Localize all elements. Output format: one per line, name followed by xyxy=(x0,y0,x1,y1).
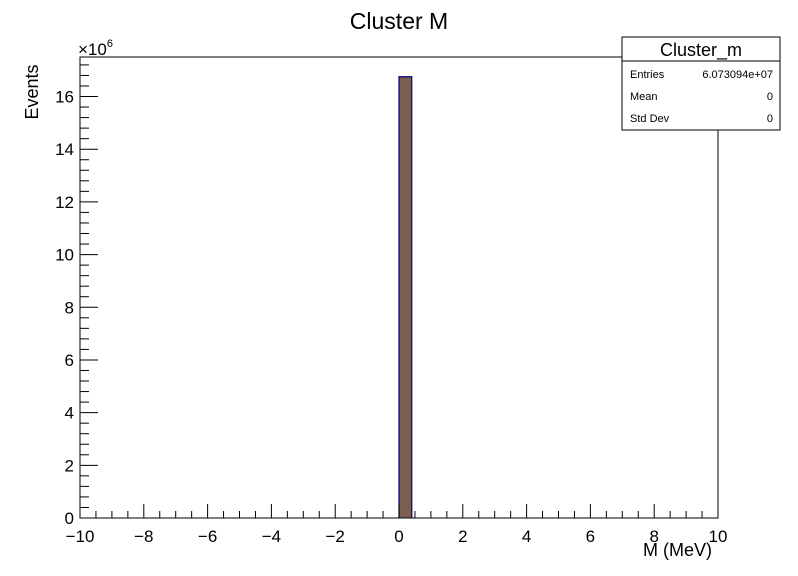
x-tick-label: −6 xyxy=(198,527,217,546)
y-tick-label: 0 xyxy=(65,509,74,528)
stats-box-title: Cluster_m xyxy=(660,40,742,61)
y-tick-label: 12 xyxy=(55,193,74,212)
x-tick-label: −10 xyxy=(66,527,95,546)
stats-stddev-value: 0 xyxy=(767,113,773,125)
chart-title: Cluster M xyxy=(350,8,448,34)
y-tick-label: 2 xyxy=(65,456,74,475)
stats-entries-label: Entries xyxy=(630,69,665,81)
x-tick-label: 0 xyxy=(394,527,403,546)
y-tick-label: 8 xyxy=(65,298,74,317)
y-tick-label: 16 xyxy=(55,88,74,107)
y-axis-label: Events xyxy=(22,64,42,119)
histogram-bar-outline xyxy=(398,76,413,518)
x-tick-label: −4 xyxy=(262,527,281,546)
x-tick-label: −8 xyxy=(134,527,153,546)
x-tick-label: 10 xyxy=(709,527,728,546)
y-tick-label: 6 xyxy=(65,351,74,370)
stats-mean-value: 0 xyxy=(767,91,773,103)
x-tick-label: −2 xyxy=(326,527,345,546)
stats-entries-value: 6.073094e+07 xyxy=(702,69,773,81)
plot-area: −10 −8 −6 −4 −2 0 2 4 6 8 10 0 2 4 6 8 10 12 14 16 xyxy=(55,56,728,546)
y-tick-label: 10 xyxy=(55,246,74,265)
stats-mean-label: Mean xyxy=(630,91,658,103)
x-tick-label: 4 xyxy=(522,527,531,546)
x-tick-label: 2 xyxy=(458,527,467,546)
x-tick-label: 8 xyxy=(649,527,658,546)
stats-stddev-label: Std Dev xyxy=(630,113,670,125)
stats-box-frame xyxy=(621,36,781,131)
y-multiplier-exponent: 6 xyxy=(107,38,113,50)
histogram-bar xyxy=(399,76,412,518)
y-multiplier: ×106 xyxy=(78,38,113,59)
stats-box: Cluster_m Entries 6.073094e+07 Mean 0 St… xyxy=(621,36,781,131)
y-multiplier-base: ×10 xyxy=(78,40,107,59)
x-axis-label: M (MeV) xyxy=(643,540,712,560)
y-tick-label: 4 xyxy=(65,404,74,423)
y-tick-label: 14 xyxy=(55,140,74,159)
x-tick-label: 6 xyxy=(586,527,595,546)
